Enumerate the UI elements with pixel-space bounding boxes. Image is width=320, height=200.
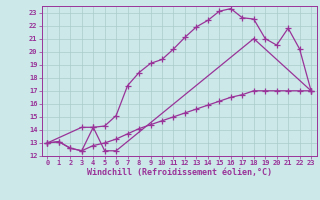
X-axis label: Windchill (Refroidissement éolien,°C): Windchill (Refroidissement éolien,°C) (87, 168, 272, 177)
